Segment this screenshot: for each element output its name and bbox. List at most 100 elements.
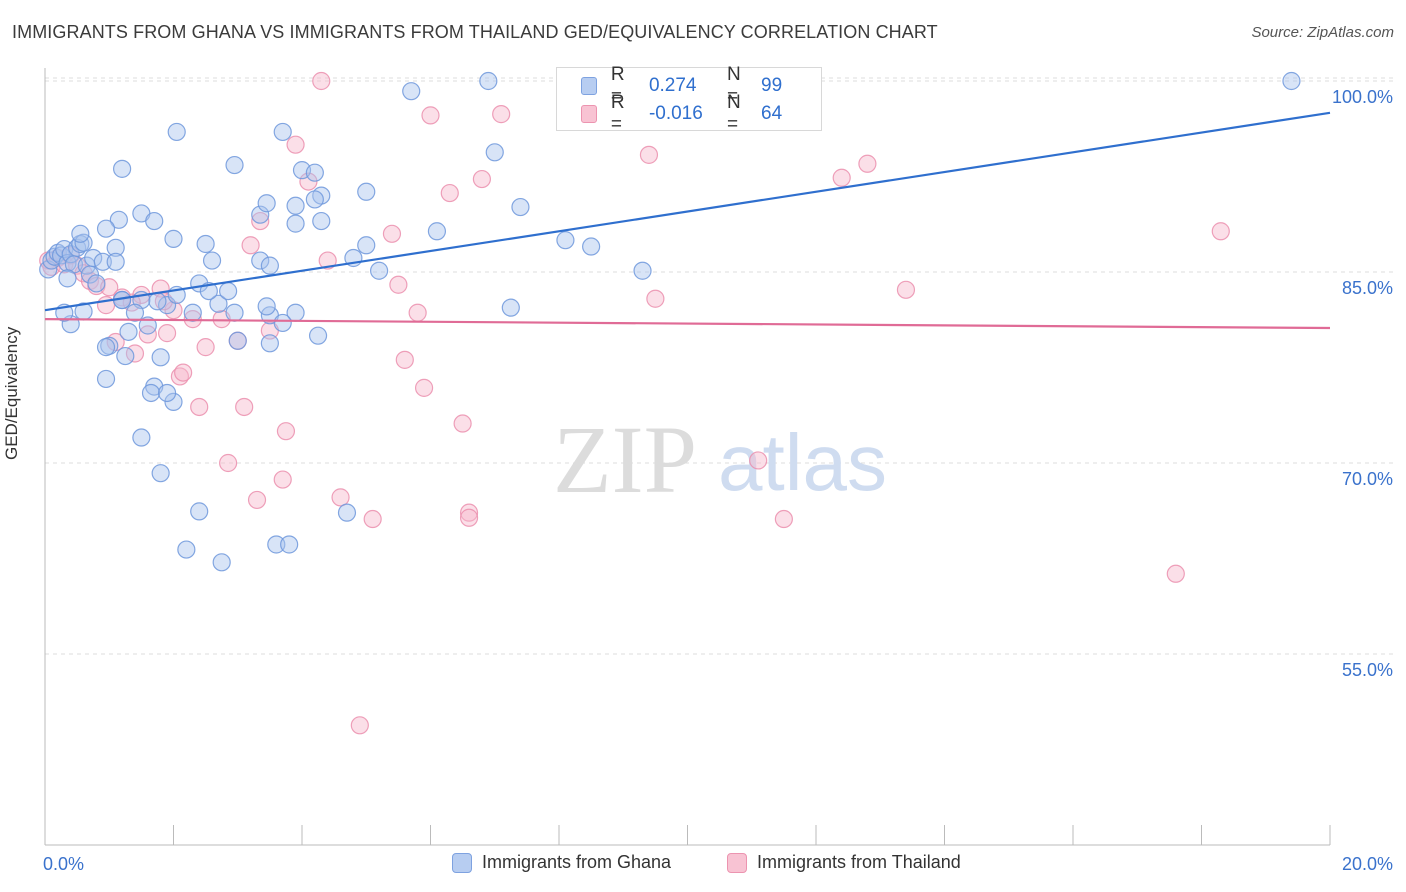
thailand-point: [382, 224, 402, 243]
ghana-point: [305, 163, 324, 182]
thailand-point: [157, 324, 177, 343]
thailand-point: [247, 490, 267, 510]
thailand-n-label: N =: [726, 92, 741, 135]
ghana-point: [164, 392, 183, 411]
ghana-point: [71, 224, 90, 243]
legend: Immigrants from Ghana Immigrants from Th…: [0, 852, 1406, 878]
ghana-point: [119, 322, 138, 341]
ghana-point: [93, 252, 112, 271]
ghana-point: [511, 197, 530, 217]
legend-swatch-thailand: [727, 852, 747, 873]
y-tick-label: 55.0%: [1342, 660, 1393, 680]
ghana-point: [402, 82, 421, 101]
ghana-point: [308, 326, 328, 345]
ghana-point: [370, 261, 389, 280]
ghana-point: [260, 334, 279, 353]
thailand-point: [832, 168, 851, 187]
ghana-point: [225, 155, 244, 175]
thailand-point: [749, 451, 768, 470]
ghana-point: [273, 122, 292, 142]
y-tick-label: 100.0%: [1332, 87, 1393, 107]
ghana-n-value: 99: [761, 75, 783, 96]
thailand-point: [286, 135, 305, 154]
source-label: Source: ZipAtlas.com: [1251, 24, 1394, 41]
ghana-point: [251, 251, 270, 270]
ghana-point: [257, 194, 276, 213]
ghana-point: [209, 294, 228, 313]
ghana-point: [138, 316, 157, 335]
thailand-point: [174, 363, 193, 382]
ghana-point: [202, 251, 222, 270]
ghana-point: [145, 211, 164, 231]
y-tick-label: 85.0%: [1342, 278, 1393, 298]
thailand-point: [492, 105, 511, 124]
ghana-point: [427, 222, 447, 241]
ghana-point: [116, 346, 135, 366]
thailand-point: [190, 397, 209, 417]
ghana-point: [280, 535, 299, 554]
ghana-point: [87, 274, 106, 293]
ghana-point: [257, 297, 276, 316]
ghana-point: [96, 338, 116, 357]
thailand-r-label: R =: [610, 92, 625, 135]
thailand-point: [389, 275, 408, 294]
ghana-point: [212, 553, 231, 572]
ghana-point: [479, 71, 498, 91]
thailand-point: [251, 211, 270, 231]
ghana-point: [58, 269, 77, 288]
stats-row-thailand: R = -0.016 N = 64: [581, 92, 821, 135]
watermark-zip: ZIP: [553, 406, 697, 513]
thailand-point: [440, 183, 459, 203]
ghana-point: [177, 540, 196, 559]
legend-label-ghana: Immigrants from Ghana: [482, 852, 672, 872]
ghana-point: [501, 298, 520, 317]
ghana-point: [312, 211, 331, 231]
ghana-point: [167, 122, 186, 142]
thailand-point: [1211, 222, 1230, 241]
ghana-point: [305, 190, 324, 209]
thailand-point: [896, 280, 916, 299]
ghana-point: [125, 303, 145, 322]
thailand-trend-line: [44, 318, 1331, 330]
y-tick-label: 70.0%: [1342, 469, 1393, 489]
ghana-point: [556, 231, 575, 250]
ghana-point: [157, 383, 177, 403]
ghana-swatch: [581, 77, 597, 95]
ghana-point: [273, 313, 292, 333]
thailand-r-value: -0.016: [648, 103, 703, 124]
ghana-point: [183, 303, 202, 322]
thailand-point: [459, 508, 479, 527]
thailand-point: [408, 303, 427, 322]
thailand-point: [472, 169, 491, 189]
ghana-point: [96, 219, 116, 238]
thailand-n-value: 64: [761, 103, 783, 124]
thailand-point: [331, 488, 350, 507]
ghana-point: [582, 237, 601, 256]
ghana-point: [633, 261, 652, 280]
thailand-point: [235, 397, 254, 417]
thailand-swatch: [581, 105, 597, 123]
ghana-point: [337, 503, 357, 522]
ghana-point: [357, 236, 376, 255]
thailand-point: [318, 251, 337, 270]
thailand-point: [219, 453, 238, 473]
thailand-point: [299, 172, 318, 191]
stats-box: R = 0.274 N = 99 R = -0.016 N = 64: [556, 64, 822, 135]
ghana-point: [112, 159, 132, 178]
x-tick-label-max: 20.0%: [1342, 854, 1393, 874]
thailand-point: [276, 422, 296, 441]
legend-label-thailand: Immigrants from Thailand: [757, 852, 961, 872]
thailand-point: [774, 509, 793, 529]
thailand-point: [241, 236, 260, 255]
ghana-point: [225, 303, 244, 322]
legend-swatch-ghana: [452, 852, 472, 873]
ghana-point: [190, 502, 209, 521]
ghana-point: [357, 182, 376, 201]
ghana-point: [251, 205, 270, 224]
thailand-point: [196, 338, 215, 357]
ghana-point: [199, 282, 218, 301]
legend-item-thailand[interactable]: Immigrants from Thailand: [727, 852, 961, 873]
legend-item-ghana[interactable]: Immigrants from Ghana: [452, 852, 671, 873]
thailand-point: [646, 289, 665, 308]
thailand-point: [273, 470, 292, 489]
